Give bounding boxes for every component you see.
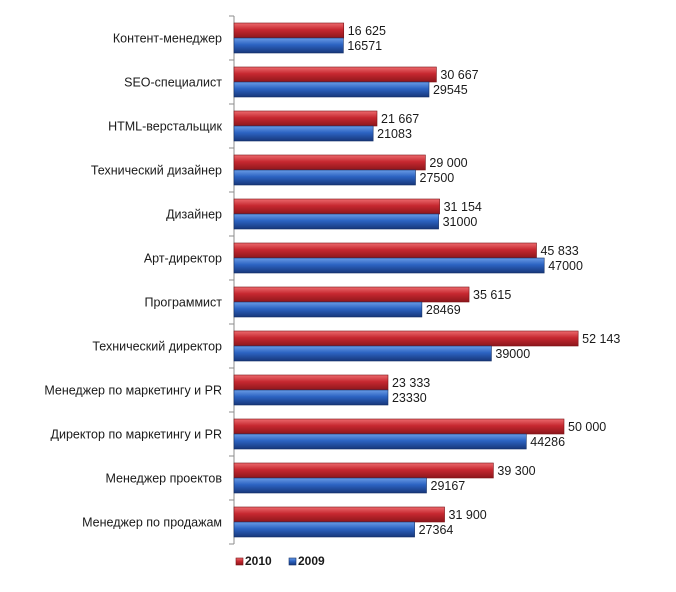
data-label: 39 300 — [497, 464, 535, 478]
bar-2009 — [233, 125, 374, 142]
legend-swatch-2009 — [288, 557, 297, 566]
bar-2010 — [233, 242, 537, 259]
data-label: 39000 — [495, 347, 530, 361]
category-label: Арт-директор — [144, 252, 222, 266]
data-label: 21 667 — [381, 112, 419, 126]
bar-2009 — [233, 213, 439, 230]
data-label: 21083 — [377, 127, 412, 141]
category-label: Технический директор — [92, 340, 222, 354]
data-label: 29545 — [433, 83, 468, 97]
bar-2009 — [233, 37, 344, 54]
data-label: 47000 — [548, 259, 583, 273]
data-label: 27500 — [420, 171, 455, 185]
bar-2010 — [233, 330, 579, 347]
bar-2009 — [233, 477, 427, 494]
category-label: Контент-менеджер — [113, 32, 222, 46]
data-label: 27364 — [419, 523, 454, 537]
bar-2009 — [233, 257, 545, 274]
bar-2010 — [233, 286, 470, 303]
data-label: 16 625 — [348, 24, 386, 38]
data-label: 44286 — [530, 435, 565, 449]
bar-2010 — [233, 22, 345, 39]
bar-2010 — [233, 110, 378, 127]
bar-2009 — [233, 521, 415, 538]
category-label: Менеджер проектов — [105, 472, 222, 486]
bar-2010 — [233, 374, 389, 391]
bar-2010 — [233, 66, 437, 83]
bar-2010 — [233, 462, 494, 479]
bar-2009 — [233, 433, 527, 450]
bar-2010 — [233, 506, 445, 523]
data-label: 31 900 — [449, 508, 487, 522]
data-label: 16571 — [347, 39, 382, 53]
data-label: 31000 — [443, 215, 478, 229]
data-label: 45 833 — [540, 244, 578, 258]
data-label: 50 000 — [568, 420, 606, 434]
data-label: 30 667 — [440, 68, 478, 82]
category-label: Дизайнер — [166, 208, 222, 222]
bar-2009 — [233, 345, 492, 362]
bar-2010 — [233, 418, 565, 435]
legend-label-2010: 2010 — [245, 554, 272, 568]
category-label: HTML-верстальщик — [108, 120, 222, 134]
data-label: 23 333 — [392, 376, 430, 390]
bar-2009 — [233, 81, 430, 98]
category-label: Директор по маркетингу и PR — [51, 428, 222, 442]
category-label: Технический дизайнер — [91, 164, 222, 178]
data-label: 52 143 — [582, 332, 620, 346]
legend-label-2009: 2009 — [298, 554, 325, 568]
category-label: Программист — [145, 296, 223, 310]
data-label: 23330 — [392, 391, 427, 405]
bar-2009 — [233, 169, 416, 186]
bar-2009 — [233, 389, 389, 406]
bar-2009 — [233, 301, 423, 318]
bar-2010 — [233, 198, 440, 215]
legend-swatch-2010 — [235, 557, 244, 566]
data-label: 31 154 — [444, 200, 482, 214]
category-label: Менеджер по продажам — [82, 516, 222, 530]
bar-2010 — [233, 154, 426, 171]
category-label: SEO-специалист — [124, 76, 222, 90]
category-label: Менеджер по маркетингу и PR — [44, 384, 222, 398]
data-label: 29 000 — [429, 156, 467, 170]
data-label: 28469 — [426, 303, 461, 317]
data-label: 35 615 — [473, 288, 511, 302]
data-label: 29167 — [431, 479, 466, 493]
legend: 2010 2009 — [235, 554, 325, 568]
